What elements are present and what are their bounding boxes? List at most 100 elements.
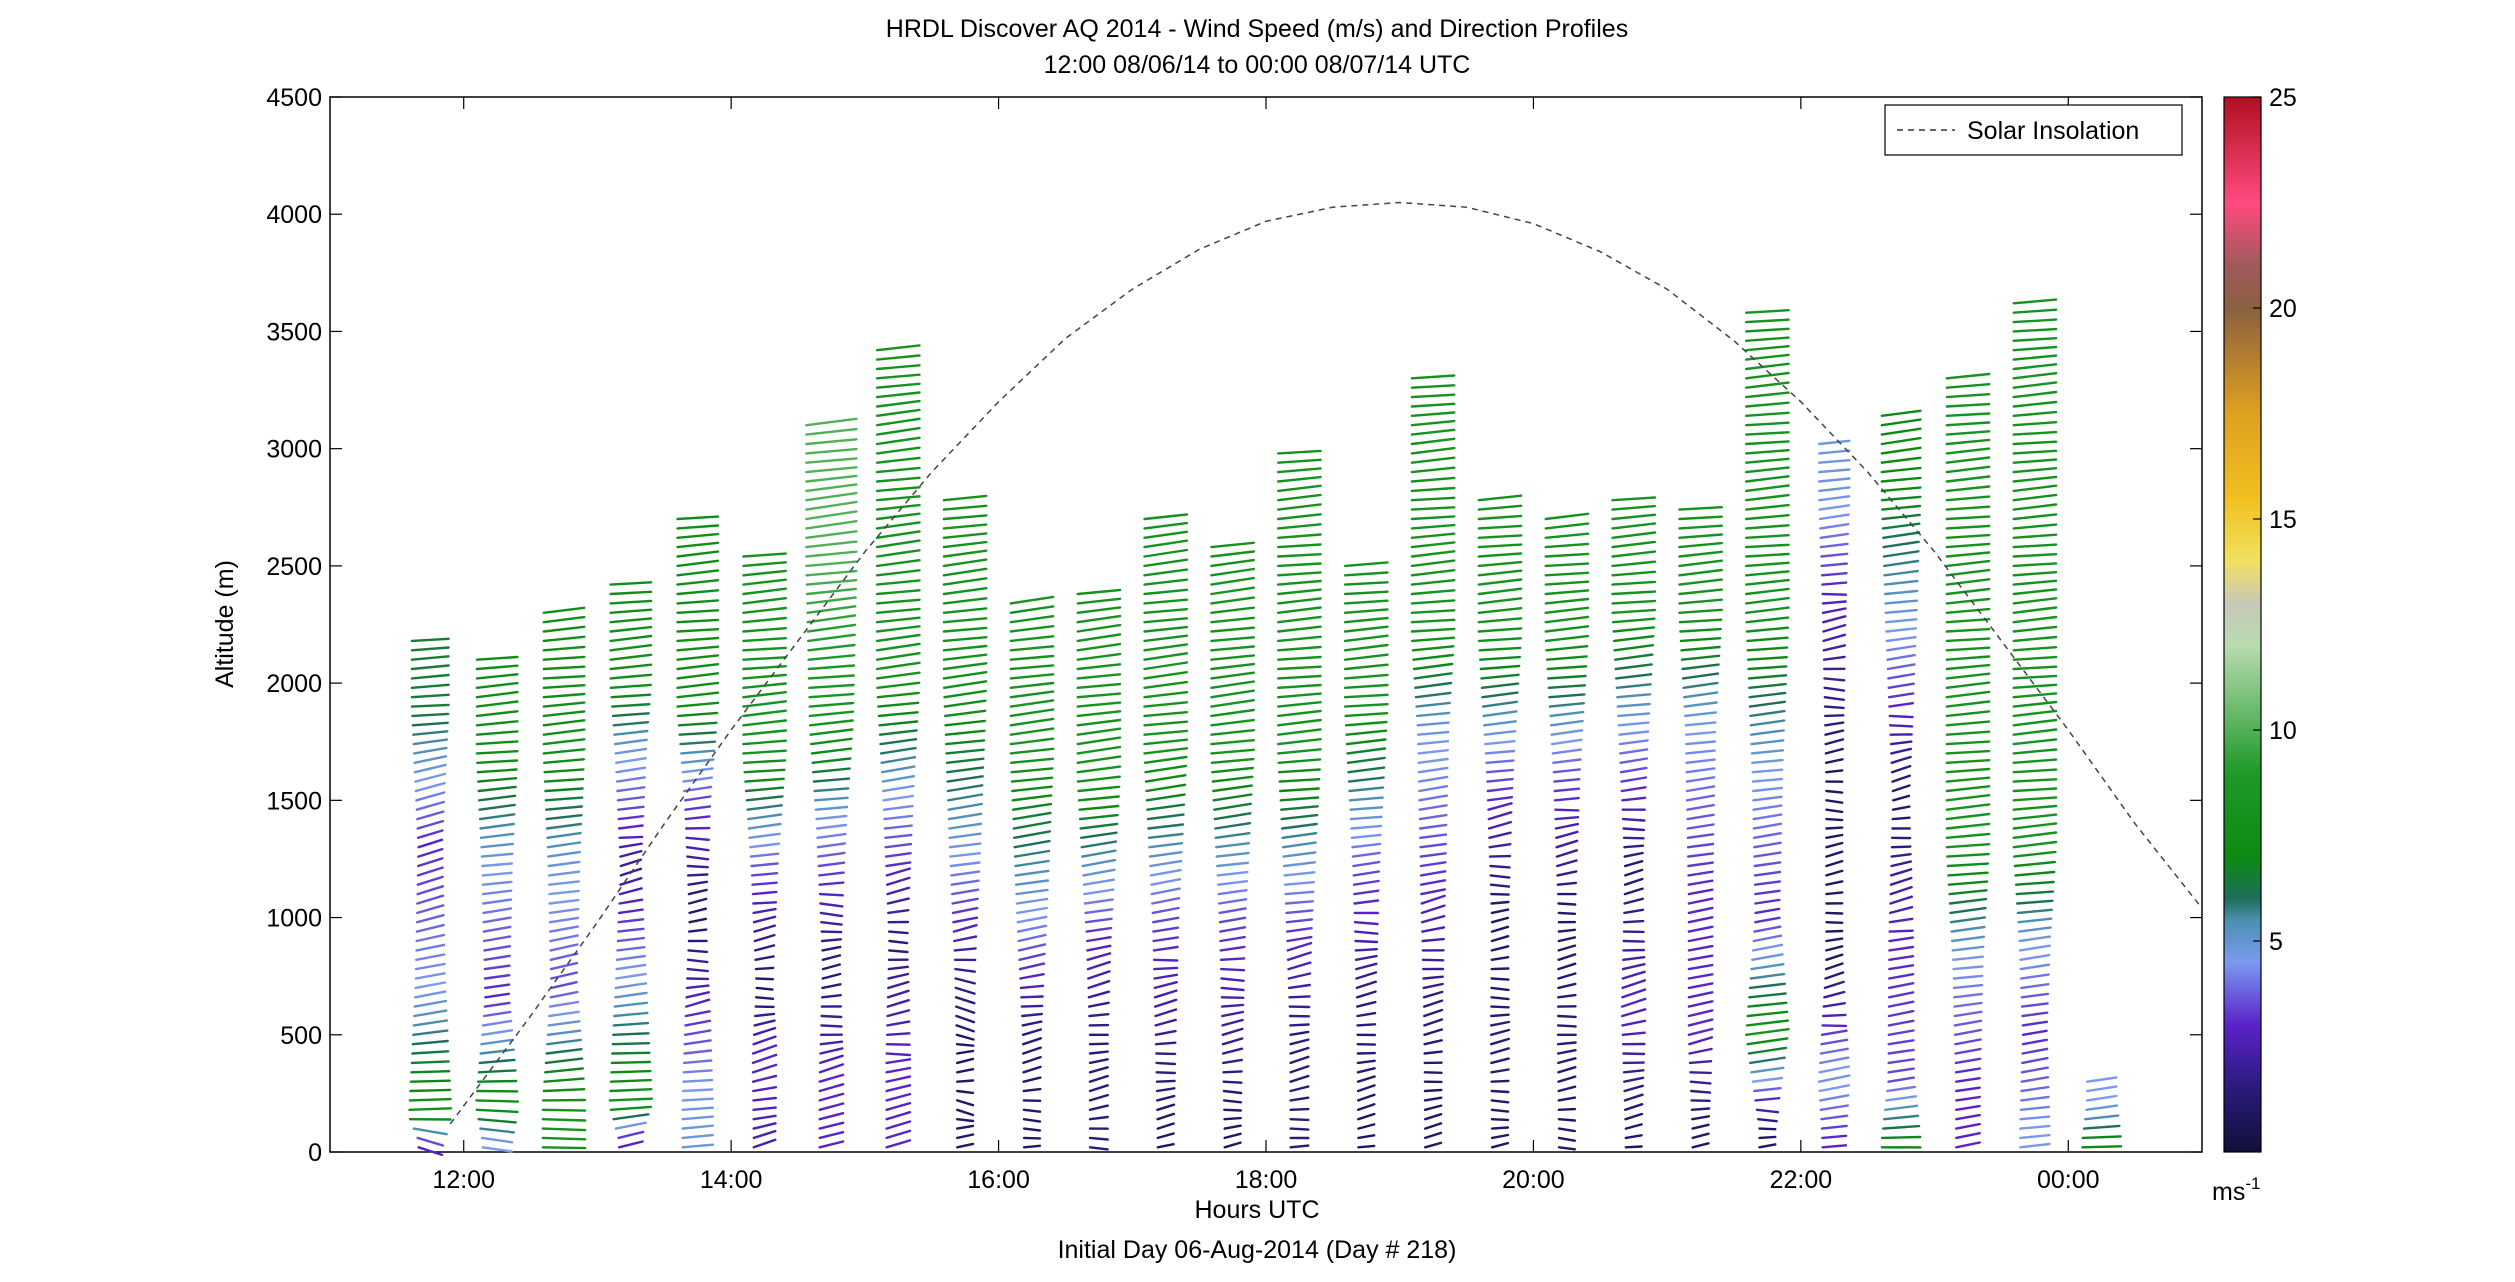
wind-barb [1218, 907, 1247, 915]
wind-barb [1279, 796, 1320, 802]
wind-barb [1410, 523, 1456, 530]
wind-barb [1687, 1009, 1714, 1018]
solar-insolation-curve [449, 201, 2203, 1125]
wind-barb [1223, 1141, 1242, 1149]
wind-barb [1143, 617, 1189, 624]
wind-barb [1817, 477, 1851, 483]
wind-barb [1882, 559, 1920, 568]
wind-barb [1548, 693, 1586, 699]
wind-barb [1423, 1028, 1444, 1037]
wind-barb [610, 693, 652, 699]
wind-barb [1744, 475, 1790, 483]
wind-barb [1689, 1071, 1713, 1075]
wind-barb [2021, 1047, 2049, 1055]
wind-barb [684, 1029, 712, 1037]
wind-barb [609, 590, 653, 596]
wind-barb [879, 738, 918, 746]
wind-barb [1009, 727, 1055, 736]
wind-barb [2012, 796, 2058, 802]
wind-barb [1154, 1041, 1177, 1046]
wind-barb [2012, 503, 2058, 511]
wind-barb [416, 885, 445, 896]
wind-barb [1156, 1103, 1176, 1112]
wind-barb [1022, 1055, 1042, 1065]
wind-barb [1945, 559, 1991, 568]
wind-barb [881, 775, 916, 783]
x-tick-label: 22:00 [1770, 1166, 1833, 1194]
y-tick-label: 4500 [266, 84, 322, 112]
wind-barb [1954, 1067, 1982, 1074]
wind-barb [2012, 430, 2058, 436]
wind-barb [548, 916, 580, 924]
wind-barb [1679, 637, 1722, 643]
x-tick-label: 12:00 [432, 1166, 495, 1194]
wind-barb [948, 842, 982, 849]
wind-barb [946, 766, 985, 774]
colorbar-unit-exponent: -1 [2245, 1174, 2260, 1193]
wind-barb [1748, 982, 1787, 990]
wind-barb [1557, 1057, 1577, 1065]
wind-barb [1143, 598, 1189, 605]
wind-barb [876, 681, 921, 689]
wind-barb [415, 953, 446, 961]
wind-barb [1752, 822, 1783, 830]
wind-barb [1422, 982, 1444, 990]
wind-barb [1825, 850, 1844, 858]
wind-barb [875, 549, 921, 558]
wind-barb [808, 710, 855, 718]
wind-barb [875, 530, 921, 539]
wind-barb [1488, 843, 1512, 849]
wind-barb [608, 1097, 653, 1102]
wind-barb [1753, 880, 1782, 886]
wind-barb [1076, 765, 1122, 774]
wind-barb [1214, 832, 1251, 839]
wind-barb [475, 690, 519, 699]
wind-barb [615, 757, 647, 764]
wind-barb [1686, 833, 1715, 839]
wind-barb [956, 1079, 975, 1083]
wind-barb [944, 719, 986, 727]
wind-barb [1076, 701, 1122, 708]
wind-barb [1489, 883, 1511, 888]
wind-barb [879, 746, 917, 755]
wind-barb [1550, 729, 1584, 736]
wind-barb [1953, 1028, 1983, 1037]
wind-barb [1823, 705, 1845, 710]
wind-barb [475, 750, 519, 755]
wind-barb [1210, 708, 1256, 718]
wind-barb [1880, 418, 1922, 427]
wind-barb [1623, 1084, 1645, 1093]
wind-barb [1744, 381, 1790, 389]
wind-barb [1487, 802, 1513, 811]
wind-barb [1086, 960, 1111, 971]
wind-barb [752, 1106, 777, 1112]
wind-barb [1147, 823, 1185, 830]
wind-barb [1343, 616, 1389, 624]
wind-barb [1887, 692, 1915, 699]
wind-barb [1953, 1019, 1983, 1027]
wind-barb [1289, 1117, 1310, 1122]
wind-barb [1889, 885, 1913, 896]
wind-barb [948, 832, 982, 839]
wind-barb [1088, 1115, 1109, 1121]
wind-barb [2085, 1085, 2118, 1093]
wind-barb [1216, 880, 1249, 886]
wind-barb [1285, 918, 1314, 924]
wind-barb [2012, 655, 2058, 661]
wind-barb [615, 972, 647, 980]
wind-barb [477, 777, 518, 783]
wind-barb [614, 991, 648, 999]
wind-barb [1081, 849, 1117, 858]
wind-barb [1744, 578, 1790, 586]
wind-barb [1076, 692, 1122, 699]
wind-barb [1014, 879, 1050, 886]
wind-barb [686, 873, 709, 877]
wind-barb [1945, 402, 1991, 408]
wind-barb [2012, 390, 2058, 399]
wind-barb [1618, 748, 1649, 755]
wind-barb [1824, 971, 1845, 980]
wind-barb [886, 897, 910, 905]
wind-barb [1357, 1134, 1376, 1140]
wind-barb [1010, 757, 1055, 764]
wind-barb [1149, 868, 1182, 877]
